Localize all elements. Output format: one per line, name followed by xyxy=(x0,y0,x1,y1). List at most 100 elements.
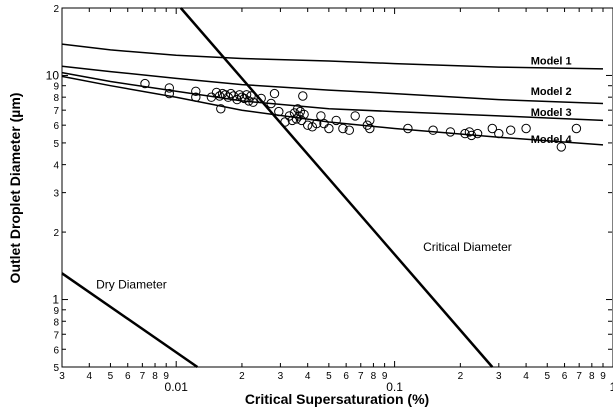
y-tick-label: 2 xyxy=(53,228,59,239)
data-point xyxy=(365,115,375,126)
y-tick-label: 10 xyxy=(46,68,60,82)
data-point xyxy=(294,111,304,121)
x-tick-label: 4 xyxy=(305,371,311,382)
critical-diameter-label: Critical Diameter xyxy=(423,240,512,254)
data-point xyxy=(350,111,360,121)
data-point xyxy=(472,128,483,139)
data-point xyxy=(556,142,566,152)
x-tick-label: 8 xyxy=(589,371,595,382)
data-point xyxy=(312,118,322,129)
data-point xyxy=(274,106,284,117)
x-tick-label: 6 xyxy=(125,371,131,382)
model-1-line xyxy=(61,43,604,70)
data-point xyxy=(571,123,582,134)
dry-diameter-label: Dry Diameter xyxy=(96,278,167,292)
data-point xyxy=(234,90,245,100)
data-point xyxy=(521,123,531,134)
model-3-line xyxy=(61,71,604,122)
y-tick-label: 5 xyxy=(53,363,59,374)
y-tick-label: 8 xyxy=(53,93,59,104)
data-point xyxy=(164,88,175,99)
y-tick-label: 6 xyxy=(53,345,59,356)
y-tick-label: 9 xyxy=(53,306,59,317)
x-tick-label: 7 xyxy=(358,371,364,382)
data-point xyxy=(338,123,348,134)
data-point xyxy=(403,123,413,134)
y-tick-label: 9 xyxy=(53,82,59,93)
y-tick-label: 1 xyxy=(52,293,59,307)
x-tick-label: 8 xyxy=(371,371,377,382)
model-1-label: Model 1 xyxy=(531,55,572,67)
data-point xyxy=(466,130,477,141)
y-axis-title: Outlet Droplet Diameter (µm) xyxy=(7,93,23,284)
data-point xyxy=(246,91,256,101)
data-point xyxy=(164,83,175,93)
x-tick-label: 6 xyxy=(562,371,568,382)
data-point xyxy=(460,128,470,139)
y-tick-label: 7 xyxy=(53,330,59,341)
data-point xyxy=(211,87,222,98)
data-point xyxy=(191,92,201,102)
data-point xyxy=(241,90,252,100)
model-3-label: Model 3 xyxy=(531,107,572,119)
x-tick-label: 4 xyxy=(523,371,529,382)
x-tick-label: 5 xyxy=(326,371,332,382)
data-point xyxy=(296,115,307,126)
data-point xyxy=(316,111,326,121)
dry-diameter-line xyxy=(61,272,199,369)
data-point xyxy=(269,88,280,99)
data-point xyxy=(244,96,254,106)
data-point xyxy=(248,97,258,107)
data-point xyxy=(299,109,309,120)
model-4-label: Model 4 xyxy=(531,134,573,146)
data-point xyxy=(494,128,504,139)
data-point xyxy=(445,127,456,137)
scatter-layer xyxy=(140,78,582,152)
data-point xyxy=(293,104,303,114)
y-tick-label: 8 xyxy=(53,317,59,328)
data-point xyxy=(331,115,341,126)
y-tick-label: 2 xyxy=(53,4,59,15)
data-point xyxy=(362,120,372,130)
plot-frame xyxy=(61,7,613,368)
data-point xyxy=(287,115,297,126)
data-point xyxy=(140,78,150,89)
data-point xyxy=(344,125,354,135)
model-2-line xyxy=(61,65,604,105)
x-tick-label: 3 xyxy=(59,371,65,382)
x-tick-label: 3 xyxy=(278,371,284,382)
data-point xyxy=(319,118,329,129)
x-tick-label: 8 xyxy=(152,371,158,382)
model-2-label: Model 2 xyxy=(531,86,572,98)
series-layer xyxy=(61,7,604,369)
series-labels: Model 1 Model 2 Model 3 Model 4 Critical Dia… xyxy=(96,55,572,291)
x-tick-label: 4 xyxy=(87,371,93,382)
data-point xyxy=(266,98,276,109)
y-tick-label: 3 xyxy=(53,189,59,200)
data-point xyxy=(256,93,266,104)
x-tick-label: 5 xyxy=(108,371,114,382)
data-point xyxy=(303,120,313,130)
x-tick-label: 2 xyxy=(458,371,464,382)
data-point xyxy=(216,104,226,114)
x-tick-label: 5 xyxy=(544,371,550,382)
x-tick-label: 9 xyxy=(163,371,169,382)
x-tick-label: 7 xyxy=(140,371,146,382)
y-tick-label: 4 xyxy=(53,161,59,172)
data-point xyxy=(291,114,302,124)
data-point xyxy=(428,125,438,135)
x-tick-label: 0.1 xyxy=(386,380,403,394)
data-point xyxy=(191,86,201,97)
x-tick-label: 2 xyxy=(239,371,245,382)
y-tick-label: 5 xyxy=(53,139,59,150)
y-tick-label: 7 xyxy=(53,106,59,117)
data-point xyxy=(487,123,497,134)
x-axis-title: Critical Supersaturation (%) xyxy=(245,391,429,407)
data-point xyxy=(324,123,334,134)
data-point xyxy=(506,125,516,135)
data-point xyxy=(280,117,290,127)
x-tick-label: 1 xyxy=(610,380,613,394)
